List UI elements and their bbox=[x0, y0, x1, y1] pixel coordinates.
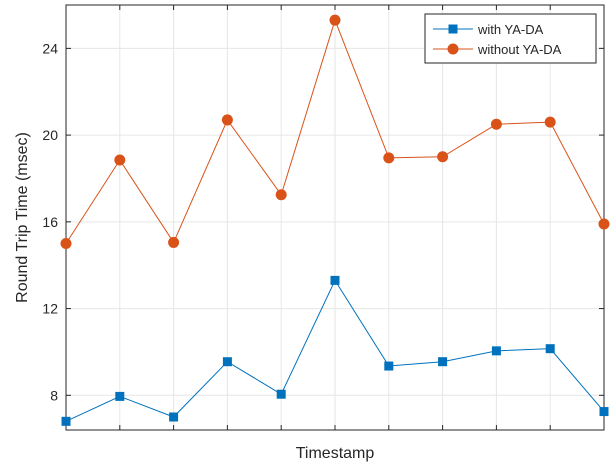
data-point-square bbox=[438, 357, 448, 367]
y-tick-label: 16 bbox=[42, 214, 58, 230]
data-point-circle bbox=[114, 154, 126, 166]
series-1 bbox=[61, 275, 609, 426]
data-point-circle bbox=[275, 189, 287, 201]
data-point-circle bbox=[598, 218, 610, 230]
legend-box bbox=[424, 13, 597, 64]
y-tick-label: 8 bbox=[50, 387, 58, 403]
data-point-circle bbox=[437, 151, 449, 163]
data-point-circle bbox=[60, 238, 72, 250]
y-tick-label: 20 bbox=[42, 127, 58, 143]
legend-entry: without YA-DA bbox=[433, 42, 562, 57]
data-point-square bbox=[169, 412, 179, 422]
legend-label: without YA-DA bbox=[477, 42, 562, 57]
data-point-circle bbox=[490, 118, 502, 130]
data-point-square bbox=[599, 407, 609, 417]
data-point-square bbox=[545, 344, 555, 354]
legend: with YA-DA without YA-DA bbox=[424, 13, 597, 64]
legend-entry: with YA-DA bbox=[433, 22, 544, 37]
data-point-square bbox=[61, 416, 71, 426]
x-axis-label: Timestamp bbox=[296, 445, 375, 462]
legend-marker-circle bbox=[447, 43, 459, 55]
data-point-square bbox=[115, 391, 125, 401]
data-point-square bbox=[491, 346, 501, 356]
data-point-circle bbox=[168, 236, 180, 248]
data-point-square bbox=[330, 275, 340, 285]
data-point-square bbox=[276, 389, 286, 399]
data-point-circle bbox=[329, 14, 341, 26]
data-point-circle bbox=[221, 114, 233, 126]
y-tick-label: 12 bbox=[42, 301, 58, 317]
y-axis-label: Round Trip Time (msec) bbox=[14, 132, 31, 303]
data-point-square bbox=[222, 357, 232, 367]
data-point-circle bbox=[383, 152, 395, 164]
legend-label: with YA-DA bbox=[477, 22, 544, 37]
axis-ticks: 8 12 16 20 24 bbox=[42, 5, 605, 430]
grid bbox=[65, 5, 605, 430]
data-point-circle bbox=[544, 116, 556, 128]
legend-marker-square bbox=[448, 24, 458, 34]
series-2 bbox=[60, 14, 610, 250]
y-tick-label: 24 bbox=[42, 40, 58, 56]
series bbox=[60, 14, 610, 426]
data-point-square bbox=[384, 361, 394, 371]
